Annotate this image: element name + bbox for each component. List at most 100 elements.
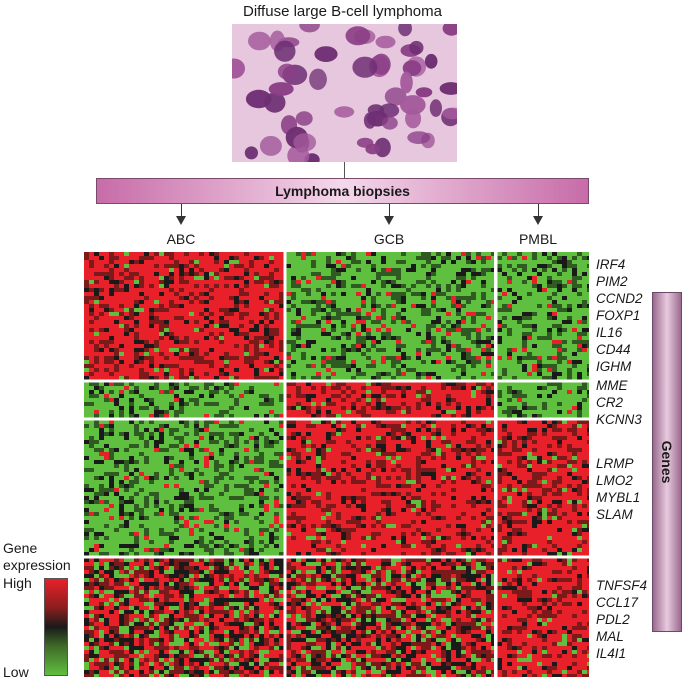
- heatmap-cell: [406, 312, 411, 316]
- heatmap-cell: [527, 372, 532, 376]
- heatmap-cell: [204, 276, 209, 280]
- heatmap-cell: [421, 316, 426, 320]
- heatmap-cell: [154, 304, 159, 308]
- heatmap-cell: [436, 340, 441, 344]
- heatmap-cell: [129, 316, 134, 320]
- heatmap-cell: [229, 320, 234, 324]
- heatmap-cell: [89, 432, 94, 436]
- heatmap-cell: [154, 340, 159, 344]
- heatmap-cell: [512, 328, 517, 332]
- heatmap-cell: [239, 488, 244, 492]
- heatmap-cell: [84, 312, 89, 316]
- heatmap-cell: [517, 390, 522, 394]
- heatmap-cell: [471, 264, 476, 268]
- heatmap-cell: [451, 328, 456, 332]
- heatmap-cell: [99, 316, 104, 320]
- heatmap-cell: [326, 386, 331, 390]
- heatmap-cell: [269, 372, 274, 376]
- heatmap-cell: [336, 372, 341, 376]
- heatmap-cell: [301, 352, 306, 356]
- heatmap-cell: [189, 464, 194, 468]
- heatmap-cell: [269, 280, 274, 284]
- heatmap-cell: [274, 328, 279, 332]
- heatmap-cell: [461, 382, 466, 386]
- heatmap-cell: [94, 356, 99, 360]
- heatmap-cell: [326, 406, 331, 410]
- heatmap-cell: [301, 372, 306, 376]
- heatmap-cell: [129, 452, 134, 456]
- heatmap-cell: [406, 386, 411, 390]
- heatmap-cell: [296, 336, 301, 340]
- heatmap-cell: [587, 390, 589, 394]
- heatmap-cell: [129, 296, 134, 300]
- heatmap-cell: [239, 452, 244, 456]
- heatmap-cell: [582, 382, 587, 386]
- heatmap-cell: [486, 284, 491, 288]
- heatmap-cell: [491, 340, 494, 344]
- heatmap-cell: [269, 394, 274, 398]
- arrow-gcb: [384, 216, 394, 225]
- heatmap-cell: [461, 280, 466, 284]
- heatmap-cell: [486, 372, 491, 376]
- heatmap-cell: [567, 264, 572, 268]
- heatmap-cell: [179, 420, 184, 424]
- heatmap-cell: [497, 382, 502, 386]
- heatmap-cell: [456, 288, 461, 292]
- heatmap-cell: [431, 352, 436, 356]
- heatmap-cell: [381, 308, 386, 312]
- heatmap-cell: [239, 394, 244, 398]
- heatmap-cell: [366, 406, 371, 410]
- heatmap-cell: [507, 328, 512, 332]
- heatmap-cell: [547, 344, 552, 348]
- heatmap-cell: [269, 320, 274, 324]
- connector-line: [344, 162, 345, 178]
- heatmap-cell: [89, 420, 94, 424]
- heatmap-cell: [174, 436, 179, 440]
- heatmap-cell: [286, 256, 291, 260]
- heatmap-cell: [154, 452, 159, 456]
- heatmap-cell: [421, 328, 426, 332]
- heatmap-cell: [431, 276, 436, 280]
- heatmap-cell: [84, 356, 89, 360]
- heatmap-cell: [244, 280, 249, 284]
- heatmap-cell: [254, 256, 259, 260]
- heatmap-cell: [471, 328, 476, 332]
- heatmap-cell: [557, 264, 562, 268]
- heatmap-cell: [189, 456, 194, 460]
- heatmap-cell: [567, 288, 572, 292]
- heatmap-cell: [286, 340, 291, 344]
- heatmap-cell: [406, 268, 411, 272]
- heatmap-cell: [259, 402, 264, 406]
- heatmap-cell: [542, 340, 547, 344]
- heatmap-cell: [129, 436, 134, 440]
- heatmap-cell: [306, 252, 311, 256]
- heatmap-cell: [471, 402, 476, 406]
- heatmap-cell: [527, 402, 532, 406]
- heatmap-cell: [209, 260, 214, 264]
- heatmap-cell: [99, 272, 104, 276]
- heatmap-cell: [441, 280, 446, 284]
- heatmap-cell: [109, 276, 114, 280]
- heatmap-cell: [189, 476, 194, 480]
- heatmap-cell: [471, 268, 476, 272]
- heatmap-cell: [491, 394, 494, 398]
- heatmap-cell: [517, 288, 522, 292]
- heatmap-cell: [269, 460, 274, 464]
- heatmap-cell: [401, 308, 406, 312]
- heatmap-cell: [371, 386, 376, 390]
- heatmap-cell: [341, 280, 346, 284]
- heatmap-cell: [84, 348, 89, 352]
- heatmap-cell: [209, 292, 214, 296]
- heatmap-cell: [497, 336, 502, 340]
- heatmap-cell: [562, 272, 567, 276]
- heatmap-cell: [391, 256, 396, 260]
- heatmap-cell: [431, 332, 436, 336]
- heatmap-cell: [542, 410, 547, 414]
- heatmap-cell: [99, 394, 104, 398]
- heatmap-cell: [264, 352, 269, 356]
- heatmap-cell: [441, 356, 446, 360]
- heatmap-cell: [532, 386, 537, 390]
- heatmap-cell: [124, 280, 129, 284]
- heatmap-cell: [199, 332, 204, 336]
- heatmap-cell: [567, 276, 572, 280]
